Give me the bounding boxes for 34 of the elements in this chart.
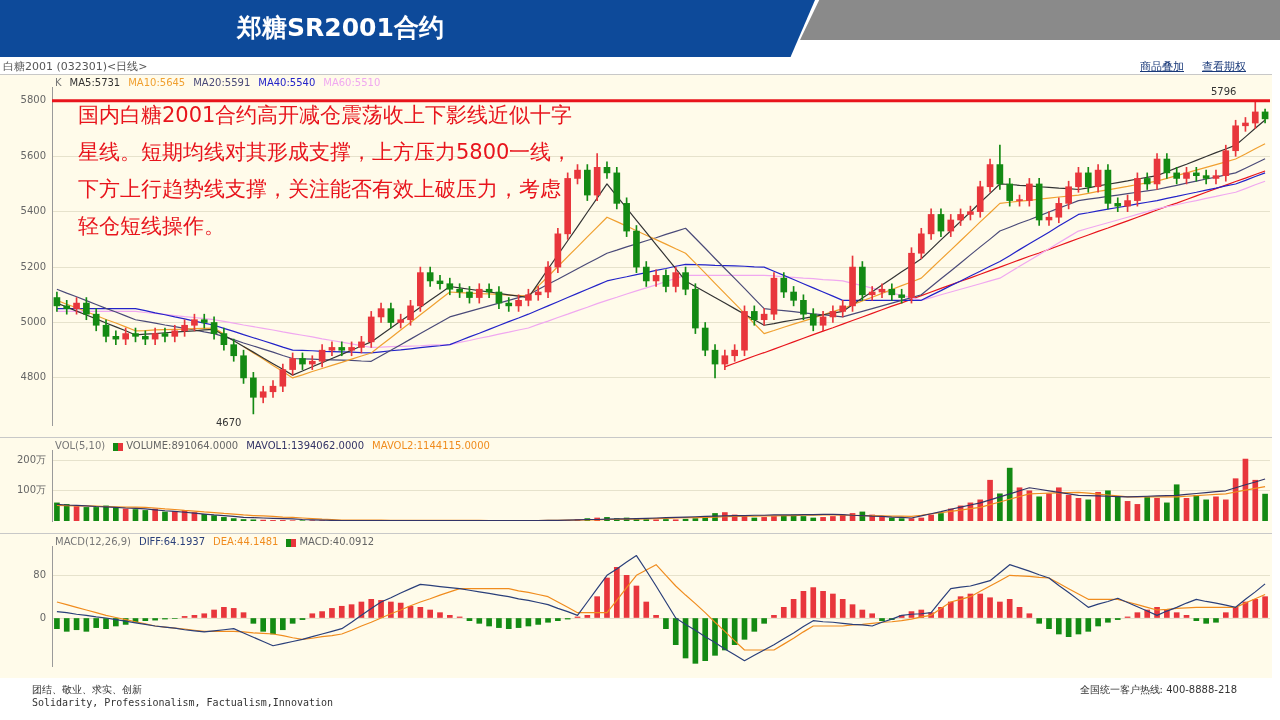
legend-label: VOLUME:891064.0000 bbox=[126, 440, 239, 451]
text: 商品叠加 bbox=[1140, 59, 1184, 74]
text: DIFF:64.1937 bbox=[138, 536, 206, 547]
annotation: 4670 bbox=[216, 417, 242, 428]
y-tick-label: 4800 bbox=[20, 371, 46, 383]
y-tick-label: 5000 bbox=[20, 316, 46, 328]
y-tick-label: 80 bbox=[33, 568, 46, 580]
legend-title: K bbox=[55, 77, 62, 88]
y-tick-label: 5200 bbox=[20, 260, 46, 272]
y-tick-label: 5800 bbox=[20, 94, 46, 106]
legend-label: MACD:40.0912 bbox=[299, 536, 375, 547]
text: MA5:5731 bbox=[69, 77, 121, 88]
text: MA10:5645 bbox=[128, 77, 186, 88]
y-tick-label: 200万 bbox=[16, 454, 46, 466]
chart-title: 郑糖SR2001合约 bbox=[237, 12, 444, 44]
y-tick-label: 0 bbox=[39, 611, 46, 623]
text: 团结、敬业、求实、创新 bbox=[32, 683, 142, 697]
text: DEA:44.1481 bbox=[213, 536, 279, 547]
text: MA60:5510 bbox=[323, 77, 381, 88]
text: MAVOL2:1144115.0000 bbox=[372, 440, 490, 451]
annotation: 国内白糖2001合约高开减仓震荡收上下影线近似十字星线。短期均线对其形成支撑，上方压力5800一线，下方上行趋势线支撑，关注能否有效上破压力，考虑轻仓短线操作。 bbox=[78, 102, 574, 240]
y-tick-label: 5400 bbox=[20, 205, 46, 217]
annotation: 5796 bbox=[1211, 86, 1237, 97]
chart-title: VOL(5,10) bbox=[55, 440, 106, 451]
y-tick-label: 5600 bbox=[20, 149, 46, 161]
y-tick-label: 100万 bbox=[16, 484, 46, 496]
text: MA20:5591 bbox=[193, 77, 251, 88]
text: MAVOL1:1394062.0000 bbox=[246, 440, 365, 451]
chart-subtitle: 白糖2001 (032301)<日线> bbox=[3, 59, 148, 74]
text: 查看期权 bbox=[1202, 59, 1246, 74]
text: MA40:5540 bbox=[258, 77, 316, 88]
text: 全国统一客户热线: 400-8888-218 bbox=[1079, 683, 1237, 697]
chart-title: MACD(12,26,9) bbox=[55, 536, 131, 547]
text: Solidarity, Professionalism, Factualism,Innovation bbox=[32, 697, 334, 708]
